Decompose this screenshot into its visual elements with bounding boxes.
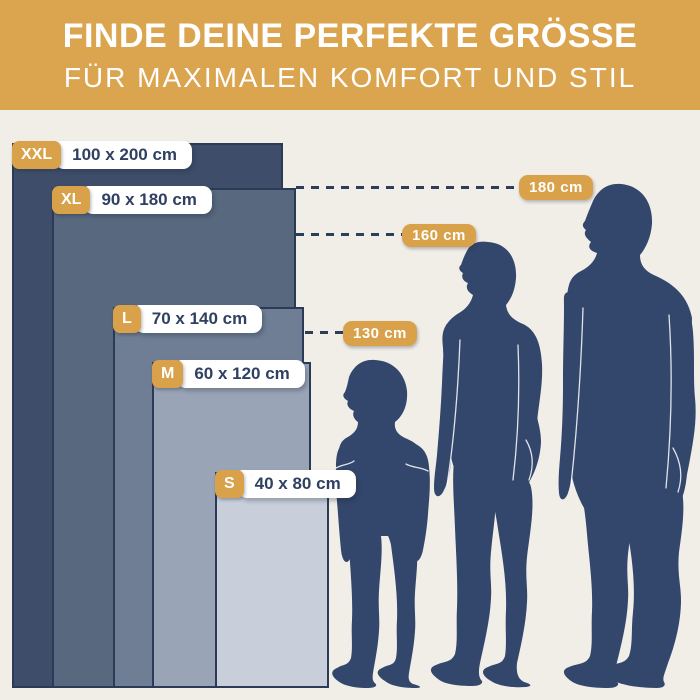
header-banner: FINDE DEINE PERFEKTE GRÖSSE FÜR MAXIMALE… [0,0,700,110]
height-badge-130: 130 cm [343,321,417,346]
height-dash-line-130 [305,331,343,334]
woman-silhouette [430,241,543,688]
silhouettes-graphic [332,183,696,688]
size-rect-s [215,472,329,688]
size-label-s: S 40 x 80 cm [215,470,356,498]
size-code-badge: XL [52,186,91,214]
size-dimensions: 60 x 120 cm [177,360,305,388]
size-label-l: L 70 x 140 cm [113,305,263,333]
page-title: FINDE DEINE PERFEKTE GRÖSSE [62,17,638,55]
size-dimensions: 70 x 140 cm [134,305,263,333]
size-code-badge: S [215,470,244,498]
size-label-xxl: XXL 100 x 200 cm [12,141,193,169]
size-dimensions: 90 x 180 cm [84,186,212,214]
size-label-xl: XL 90 x 180 cm [52,186,212,214]
size-code-badge: XXL [12,141,62,169]
size-code-badge: L [113,305,141,333]
man-silhouette [558,183,696,688]
height-badge-180: 180 cm [519,175,593,200]
page-subtitle: FÜR MAXIMALEN KOMFORT UND STIL [63,62,637,93]
size-code-badge: M [152,360,184,388]
size-dimensions: 40 x 80 cm [237,470,356,498]
height-badge-160: 160 cm [402,224,476,247]
child-silhouette [332,359,430,688]
size-label-m: M 60 x 120 cm [152,360,305,388]
size-dimensions: 100 x 200 cm [55,141,193,169]
height-dash-line-160 [296,233,402,236]
height-dash-line-180 [296,186,519,189]
